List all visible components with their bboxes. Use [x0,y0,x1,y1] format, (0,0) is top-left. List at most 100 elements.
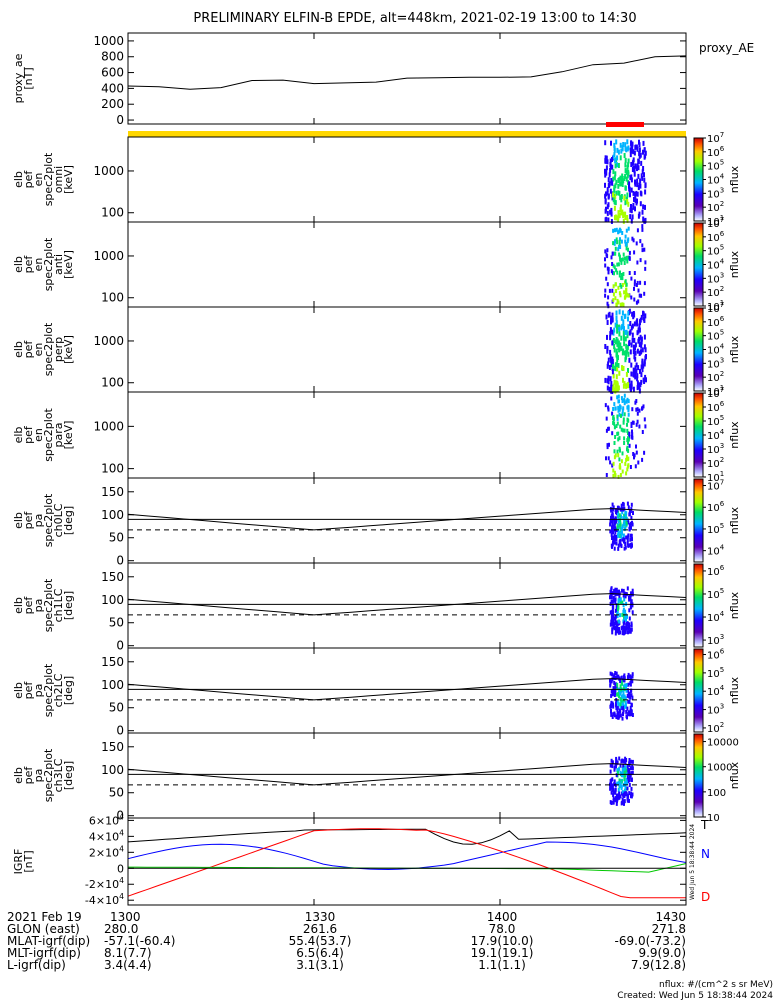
y-tick-label: 0 [116,113,124,127]
spectrogram-pixels-en_omni [604,139,647,224]
ylabel-en_anti-line: anti [52,254,65,275]
colorbar-tick-label: 10000 [707,738,739,749]
y-tick-label: 100 [101,376,124,390]
colorbar-tick-label: 105 [707,587,724,601]
panel-frame-igrf [127,817,687,906]
ylabel-en_para-line: pef [22,425,35,444]
colorbar-tick-label: 105 [707,666,724,680]
ylabel-en_anti-line: elb [12,256,25,273]
y-tick-label: 50 [109,701,124,715]
y-tick-label: 150 [101,485,124,499]
ephemeris-row-label: GLON (east) [7,922,80,936]
ephemeris-row-label: 2021 Feb 19 [7,910,82,924]
ylabel-en_perp-line: en [32,343,45,357]
loss-cone-line [127,678,687,701]
ylabel-pa_ch3-line: pa [32,769,45,783]
igrf-total-line [127,828,687,845]
ylabel-pa_ch0-line: pef [22,511,35,530]
y-tick-label: 100 [101,508,124,522]
colorbar-tick-label: 106 [707,145,725,159]
colorbar-tick-label: 105 [707,414,724,428]
ephemeris-value: 261.6 [303,922,337,936]
ephemeris-value: -69.0(-73.2) [615,934,686,948]
orbit-zone-bar [128,131,686,137]
ephemeris-value: 17.9(10.0) [471,934,534,948]
ylabel-pa_ch0-line: elb [12,512,25,529]
ylabel-pa_ch2-line: spec2plot [42,663,55,717]
ylabel-pa_ch1-line: pef [22,596,35,615]
colorbar-tick-label: 102 [707,721,724,735]
panel-en_omni: 1000100elbpefenspec2plotomni[keV]1071061… [12,131,741,228]
ephemeris-value: 1300 [110,910,141,924]
panel-frame-pa_ch2 [127,647,687,734]
colorbar-tick-label: 102 [707,456,724,470]
y-tick-label: 400 [101,81,124,95]
ylabel-en_anti-line: en [32,258,45,272]
spectrogram-pixels-en_anti [604,224,647,309]
ylabel-en_perp-line: elb [12,341,25,358]
ephemeris-value: 1.1(1.1) [478,958,526,972]
ephemeris-table: 2021 Feb 19 1300 1330 1400 1430 GLON (east) 28… [7,910,686,972]
colorbar-tick-label: 103 [707,633,724,647]
ylabel-pa_ch3-line: [deg] [62,761,75,790]
y-tick-label: 1000 [93,34,124,48]
colorbar-label: nflux [728,676,741,704]
ephemeris-value: 280.0 [104,922,138,936]
y-tick-label: 0 [116,724,124,738]
colorbar-tick-label: 106 [707,500,725,514]
colorbar-pa_ch1 [693,563,704,648]
panel-frame-pa_ch0 [127,477,687,564]
ylabel-pa_ch2-line: ch2LC [52,673,65,707]
colorbar-tick-label: 107 [707,386,724,400]
colorbar-tick-label: 107 [707,131,724,145]
panel-en_anti: 1000100elbpefenspec2plotanti[keV]1071061… [12,216,741,313]
y-tick-label: 600 [101,66,124,80]
spectrogram-pixels-en_perp [604,308,647,394]
y-tick-label: 100 [101,291,124,305]
colorbar-tick-label: 102 [707,285,724,299]
colorbar-tick-label: 103 [707,271,724,285]
colorbar-tick-label: 107 [707,216,724,230]
loss-cone-line [127,508,687,531]
loss-cone-line [127,763,687,786]
colorbar-tick-label: 107 [707,479,724,493]
ephemeris-value: 1400 [487,910,518,924]
colorbar-tick-label: 104 [707,258,725,272]
ylabel-pa_ch3-line: pef [22,766,35,785]
ylabel-pa_ch3-line: ch3LC [52,758,65,792]
ylabel-en_perp-line: [keV] [62,335,75,364]
igrf-legend-T: T [700,818,709,832]
panel-frame-en_perp [127,306,687,393]
y-tick-label: 1000 [93,249,124,263]
y-tick-label: 0 [117,862,124,875]
colorbar-tick-label: 106 [707,230,725,244]
colorbar-tick-label: 1000 [707,763,732,774]
colorbar-tick-label: 105 [707,329,724,343]
colorbar-label: nflux [728,761,741,789]
colorbar-label: nflux [728,165,741,193]
ylabel-en_para-line: para [52,423,65,448]
y-tick-label: 150 [101,570,124,584]
ephemeris-value: 19.1(19.1) [471,946,534,960]
ylabel-pa_ch0-line: pa [32,514,45,528]
y-tick-label: 1000 [93,334,124,348]
panel-en_para: 1000100elbpefenspec2plotpara[keV]1071061… [12,386,741,484]
colorbar-en_anti [693,222,704,307]
y-tick-label: 50 [109,531,124,545]
ylabel-en_omni-line: [keV] [62,165,75,194]
ephemeris-value: 3.1(3.1) [296,958,344,972]
y-tick-label: 0 [116,554,124,568]
colorbar-label: nflux [728,421,741,449]
colorbar-tick-label: 104 [707,610,725,624]
colorbar-tick-label: 103 [707,442,724,456]
ylabel-proxy_ae-line: [nT] [22,67,35,89]
ylabel-pa_ch0-line: spec2plot [42,493,55,547]
ephemeris-row-label: L-igrf(dip) [7,958,66,972]
ylabel-en_para-line: en [32,428,45,442]
ephemeris-value: 1430 [655,910,686,924]
